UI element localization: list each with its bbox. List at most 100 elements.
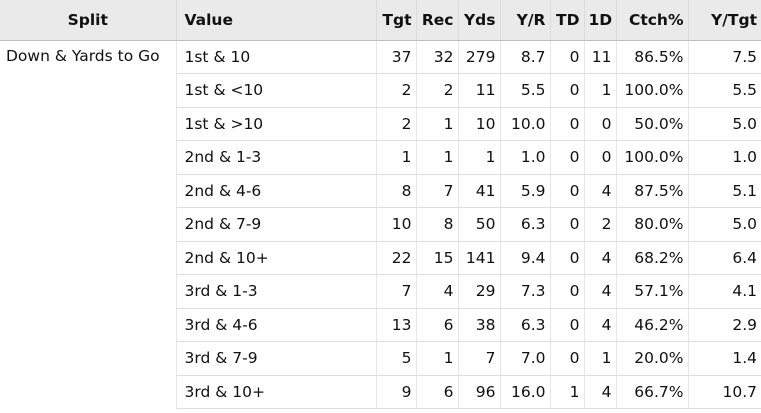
cell-rec: 32 [416, 40, 459, 74]
cell-tgt: 7 [376, 274, 417, 309]
cell-tgt: 1 [376, 140, 417, 175]
cell-yds: 10 [458, 107, 501, 141]
cell-first-downs: 4 [584, 308, 617, 342]
cell-ypt: 4.1 [688, 274, 761, 309]
table-row: 2nd & 7-9 10 8 50 6.3 0 2 80.0% 5.0 [0, 207, 761, 242]
cell-tgt: 5 [376, 341, 417, 376]
cell-ypr: 1.0 [500, 140, 551, 175]
cell-td: 0 [550, 140, 585, 175]
cell-ypt: 2.9 [688, 308, 761, 342]
cell-tgt: 9 [376, 375, 417, 409]
header-yds[interactable]: Yds [458, 0, 501, 41]
cell-value: 3rd & 10+ [176, 375, 377, 409]
table-row: 3rd & 7-9 5 1 7 7.0 0 1 20.0% 1.4 [0, 341, 761, 376]
split-label: Down & Yards to Go [0, 40, 177, 409]
cell-first-downs: 4 [584, 241, 617, 275]
cell-rec: 2 [416, 73, 459, 108]
cell-value: 1st & >10 [176, 107, 377, 141]
table-row: Down & Yards to Go 1st & 10 37 32 279 8.7 0 11 8… [0, 40, 761, 409]
cell-tgt: 37 [376, 40, 417, 74]
table-row: 2nd & 4-6 8 7 41 5.9 0 4 87.5% 5.1 [0, 174, 761, 208]
cell-td: 0 [550, 274, 585, 309]
cell-ctch-pct: 86.5% [616, 40, 689, 74]
cell-ypt: 5.0 [688, 207, 761, 242]
cell-ctch-pct: 100.0% [616, 73, 689, 108]
table-body: Down & Yards to Go 1st & 10 37 32 279 8.7 0 11 8… [0, 40, 761, 409]
header-ctch-pct[interactable]: Ctch% [616, 0, 689, 41]
cell-ctch-pct: 66.7% [616, 375, 689, 409]
cell-td: 0 [550, 40, 585, 74]
cell-ypt: 6.4 [688, 241, 761, 275]
cell-ctch-pct: 57.1% [616, 274, 689, 309]
cell-first-downs: 4 [584, 375, 617, 409]
cell-ctch-pct: 46.2% [616, 308, 689, 342]
cell-first-downs: 1 [584, 73, 617, 108]
cell-rec: 6 [416, 308, 459, 342]
table-header-row: Split Value Tgt Rec Yds Y/R TD 1D Ctch% … [0, 0, 761, 41]
cell-value: 2nd & 10+ [176, 241, 377, 275]
cell-td: 0 [550, 341, 585, 376]
cell-yds: 41 [458, 174, 501, 208]
cell-first-downs: 1 [584, 341, 617, 376]
cell-value: 1st & 10 [176, 40, 377, 74]
cell-value: 3rd & 1-3 [176, 274, 377, 309]
cell-ypt: 1.0 [688, 140, 761, 175]
cell-ctch-pct: 80.0% [616, 207, 689, 242]
cell-td: 0 [550, 73, 585, 108]
table-row: 3rd & 1-3 7 4 29 7.3 0 4 57.1% 4.1 [0, 274, 761, 309]
cell-ypt: 5.5 [688, 73, 761, 108]
cell-ypr: 6.3 [500, 207, 551, 242]
cell-ypr: 16.0 [500, 375, 551, 409]
cell-td: 1 [550, 375, 585, 409]
header-ypr[interactable]: Y/R [500, 0, 551, 41]
cell-first-downs: 4 [584, 274, 617, 309]
cell-rec: 7 [416, 174, 459, 208]
cell-ypt: 5.1 [688, 174, 761, 208]
header-first-downs[interactable]: 1D [584, 0, 617, 41]
header-value[interactable]: Value [176, 0, 377, 41]
cell-tgt: 2 [376, 73, 417, 108]
cell-rec: 1 [416, 341, 459, 376]
cell-ypr: 6.3 [500, 308, 551, 342]
cell-ypr: 7.3 [500, 274, 551, 309]
cell-yds: 96 [458, 375, 501, 409]
cell-rec: 1 [416, 107, 459, 141]
cell-ypr: 8.7 [500, 40, 551, 74]
cell-ypt: 5.0 [688, 107, 761, 141]
header-split[interactable]: Split [0, 0, 177, 41]
cell-yds: 38 [458, 308, 501, 342]
cell-tgt: 22 [376, 241, 417, 275]
cell-ypr: 5.9 [500, 174, 551, 208]
cell-ypr: 9.4 [500, 241, 551, 275]
cell-rec: 6 [416, 375, 459, 409]
header-rec[interactable]: Rec [416, 0, 459, 41]
header-td[interactable]: TD [550, 0, 585, 41]
cell-tgt: 10 [376, 207, 417, 242]
cell-yds: 29 [458, 274, 501, 309]
header-ypt[interactable]: Y/Tgt [688, 0, 761, 41]
cell-ctch-pct: 50.0% [616, 107, 689, 141]
cell-yds: 11 [458, 73, 501, 108]
cell-value: 3rd & 7-9 [176, 341, 377, 376]
cell-yds: 1 [458, 140, 501, 175]
cell-first-downs: 4 [584, 174, 617, 208]
cell-rec: 4 [416, 274, 459, 309]
cell-td: 0 [550, 107, 585, 141]
cell-value: 2nd & 1-3 [176, 140, 377, 175]
header-tgt[interactable]: Tgt [376, 0, 417, 41]
cell-td: 0 [550, 308, 585, 342]
cell-value: 2nd & 4-6 [176, 174, 377, 208]
cell-tgt: 2 [376, 107, 417, 141]
table-row: 2nd & 10+ 22 15 141 9.4 0 4 68.2% 6.4 [0, 241, 761, 275]
table-row: 1st & >10 2 1 10 10.0 0 0 50.0% 5.0 [0, 107, 761, 141]
table-row: 1st & <10 2 2 11 5.5 0 1 100.0% 5.5 [0, 73, 761, 108]
cell-td: 0 [550, 174, 585, 208]
cell-ctch-pct: 68.2% [616, 241, 689, 275]
cell-yds: 279 [458, 40, 501, 74]
cell-first-downs: 0 [584, 107, 617, 141]
cell-ypr: 10.0 [500, 107, 551, 141]
cell-value: 1st & <10 [176, 73, 377, 108]
cell-first-downs: 11 [584, 40, 617, 74]
cell-value: 3rd & 4-6 [176, 308, 377, 342]
